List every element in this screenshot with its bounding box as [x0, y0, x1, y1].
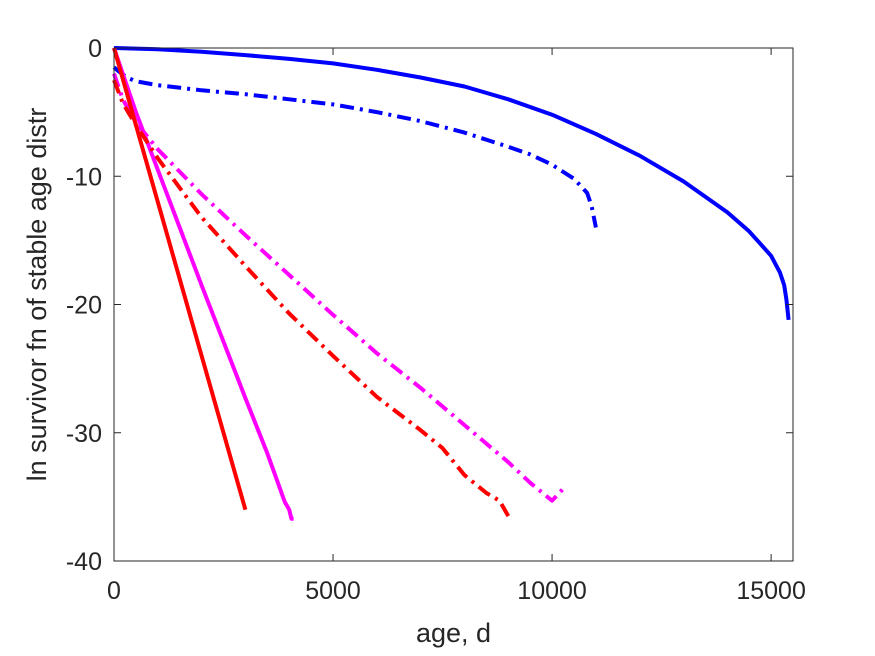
- ticks-layer: 0 5000 10000 15000 0 -10 -20 -30 -40: [66, 35, 806, 605]
- y-tick-label: -20: [66, 292, 102, 320]
- x-axis-label: age, d: [416, 618, 491, 648]
- series-line-4: [112, 73, 567, 503]
- y-axis-label: ln survivor fn of stable age distr: [22, 108, 52, 482]
- x-tick-label: 15000: [736, 577, 806, 605]
- x-tick-label: 10000: [517, 577, 587, 605]
- y-tick-label: -40: [66, 548, 102, 576]
- y-tick-label: 0: [88, 35, 102, 63]
- series-line-1: [113, 46, 791, 321]
- y-tick-label: -30: [66, 420, 102, 448]
- series-line-2: [112, 65, 598, 228]
- series-line-6: [112, 79, 511, 518]
- y-tick-label: -10: [66, 163, 102, 191]
- x-tick-label: 0: [107, 577, 121, 605]
- series-layer: [112, 46, 791, 521]
- x-tick-label: 5000: [305, 577, 361, 605]
